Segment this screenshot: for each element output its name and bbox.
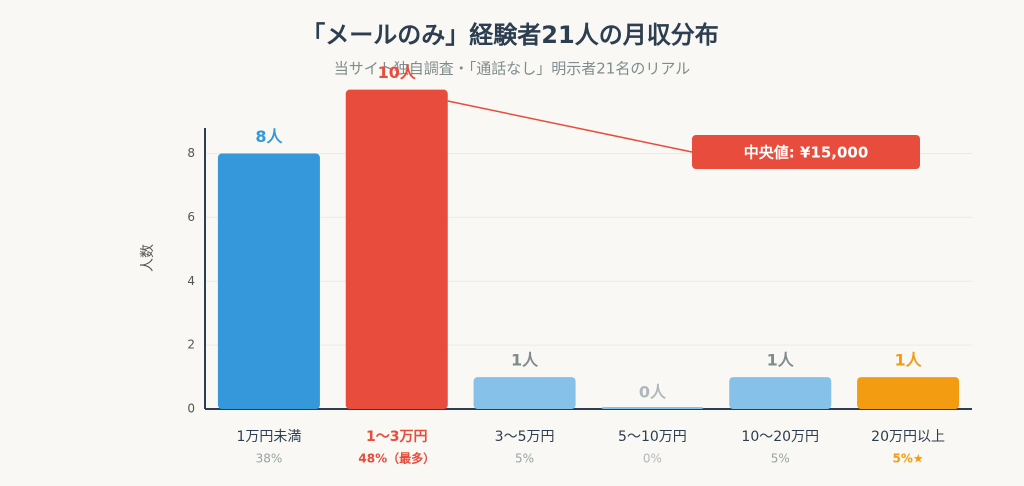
bar [473,377,576,409]
x-tick-label: 10〜20万円 [741,429,819,445]
bar [217,153,320,409]
x-tick-label: 20万円以上 [871,429,945,445]
x-tick-label: 1万円未満 [236,429,301,445]
percent-label: 0% [643,452,662,466]
value-label: 8人 [255,127,283,146]
percent-label: 38% [256,452,283,466]
percent-label: 5% [515,452,534,466]
bar [601,407,704,409]
x-tick-label: 1〜3万円 [366,429,427,445]
value-label: 10人 [378,63,417,82]
bar [345,89,448,409]
value-label: 1人 [511,351,539,370]
y-tick-label: 0 [187,402,195,416]
chart-subtitle: 当サイト独自調査・「通話なし」明示者21名のリアル [334,60,690,78]
value-label: 1人 [767,351,795,370]
percent-label: 5%★ [893,452,924,466]
percent-label: 48%（最多） [358,451,435,466]
bar [857,377,960,409]
annotation-text: 中央値: ¥15,000 [744,144,869,162]
x-tick-label: 3〜5万円 [495,429,555,445]
percent-label: 5% [771,452,790,466]
y-tick-label: 2 [187,338,195,352]
x-tick-label: 5〜10万円 [618,429,687,445]
y-tick-label: 6 [187,210,195,224]
value-label: 0人 [639,383,667,402]
bar [729,377,832,409]
y-axis-label: 人数 [140,244,156,272]
annotation-connector [447,100,693,153]
value-label: 1人 [895,351,923,370]
chart-title: 「メールのみ」経験者21人の月収分布 [301,21,718,49]
y-tick-label: 4 [187,274,195,288]
y-tick-label: 8 [187,146,195,160]
annotation-box [692,135,920,169]
